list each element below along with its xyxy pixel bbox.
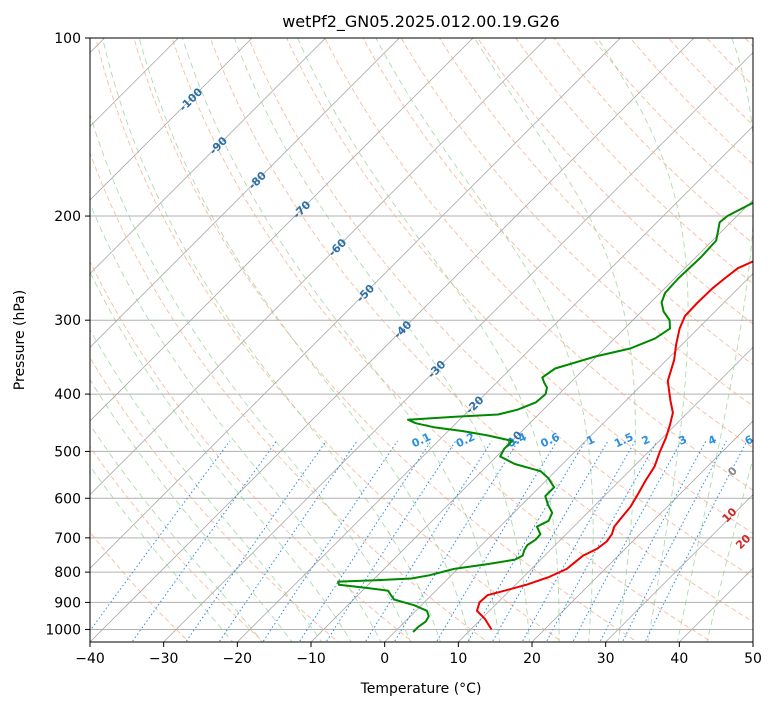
moist-adiabat xyxy=(102,38,441,642)
dry-adiabat xyxy=(209,38,753,623)
moist-adiabat xyxy=(375,38,594,642)
x-tick-label: 0 xyxy=(380,651,389,667)
mixing-ratio-line xyxy=(325,440,457,642)
x-tick-label: −40 xyxy=(75,651,105,667)
x-tick-label: 20 xyxy=(523,651,541,667)
mixing-ratio-line xyxy=(572,440,682,642)
isotherm-line xyxy=(310,199,753,642)
y-tick-label: 200 xyxy=(54,209,81,225)
mixing-ratio-line xyxy=(262,440,399,642)
dry-adiabat xyxy=(133,38,638,642)
y-tick-label: 700 xyxy=(54,531,81,547)
x-tick-label: 30 xyxy=(597,651,615,667)
y-axis: 100 200 300 400 500 600 700 800 900 1000 xyxy=(45,31,90,638)
mixing-ratio-line xyxy=(298,440,432,642)
chart-title: wetPf2_GN05.2025.012.00.19.G26 xyxy=(282,12,560,32)
mixing-ratio-line xyxy=(393,440,519,642)
wet-bulb-label: 30 xyxy=(750,559,770,579)
mixing-ratio-line xyxy=(131,440,278,642)
dry-adiabat xyxy=(286,38,753,534)
isotherm-line xyxy=(163,52,753,642)
isotherm-line xyxy=(384,273,753,642)
isotherm-line xyxy=(236,125,753,642)
mixing-ratio-line xyxy=(364,440,493,642)
grid-layer xyxy=(90,38,753,642)
y-tick-label: 300 xyxy=(54,313,81,329)
dry-adiabat xyxy=(362,38,753,449)
mixing-ratio-line xyxy=(545,440,658,642)
x-tick-label: 40 xyxy=(670,651,688,667)
x-tick-label: 10 xyxy=(449,651,467,667)
dry-adiabat xyxy=(171,38,713,642)
moist-adiabat xyxy=(706,456,753,642)
moist-adiabat xyxy=(596,38,689,642)
moist-adiabat xyxy=(90,271,352,642)
x-tick-label: −20 xyxy=(223,651,253,667)
isotherm-line xyxy=(531,420,753,642)
moist-adiabat xyxy=(182,38,501,642)
dry-adiabat xyxy=(95,38,564,642)
mixing-ratio-line xyxy=(599,440,707,642)
isotherm-line xyxy=(90,38,253,201)
isotherm-line xyxy=(90,38,400,348)
x-tick-label: 50 xyxy=(744,651,762,667)
series-layer xyxy=(337,201,753,633)
isotherm-line xyxy=(90,38,474,422)
dry-adiabat xyxy=(90,151,489,642)
mixing-ratio-line xyxy=(435,440,558,642)
moist-adiabat xyxy=(297,38,560,642)
isotherm-line xyxy=(90,38,695,642)
isotherm-line xyxy=(457,346,753,642)
x-tick-label: −30 xyxy=(149,651,179,667)
temperature-profile-line xyxy=(476,260,753,631)
moist-adiabat xyxy=(90,112,412,642)
isotherm-line xyxy=(605,494,753,642)
reference-lines xyxy=(90,38,753,642)
moist-adiabat xyxy=(90,423,263,642)
x-axis: −40 −30 −20 −10 0 10 20 30 40 50 xyxy=(75,642,762,667)
isotherm-line xyxy=(90,38,548,496)
moist-adiabat xyxy=(676,38,753,642)
dry-adiabat xyxy=(324,38,753,491)
isotherm-line xyxy=(90,38,621,569)
y-tick-label: 800 xyxy=(54,565,81,581)
moist-adiabat xyxy=(473,38,636,642)
y-tick-label: 900 xyxy=(54,595,81,611)
dry-adiabat xyxy=(90,531,190,642)
dewpoint-profile-line xyxy=(337,201,753,633)
x-tick-label: −10 xyxy=(296,651,326,667)
isotherm-line xyxy=(90,38,327,275)
x-axis-title: Temperature (°C) xyxy=(360,681,482,697)
y-tick-label: 1000 xyxy=(45,622,81,638)
moist-adiabat xyxy=(233,38,530,642)
y-tick-label: 500 xyxy=(54,444,81,460)
y-tick-label: 600 xyxy=(54,491,81,507)
y-axis-title: Pressure (hPa) xyxy=(12,290,28,390)
mixing-ratio-label: 6 xyxy=(743,433,756,448)
moist-adiabat xyxy=(90,202,382,642)
dry-adiabat xyxy=(248,38,753,578)
y-tick-label: 100 xyxy=(54,31,81,47)
mixing-ratio-line xyxy=(491,440,609,642)
y-tick-label: 400 xyxy=(54,387,81,403)
dry-adiabat xyxy=(90,260,414,642)
mixing-ratio-line xyxy=(466,440,586,642)
moist-adiabat xyxy=(90,465,234,642)
dry-adiabat xyxy=(438,38,753,366)
moist-adiabat xyxy=(90,378,293,642)
plot-frame xyxy=(89,37,754,643)
